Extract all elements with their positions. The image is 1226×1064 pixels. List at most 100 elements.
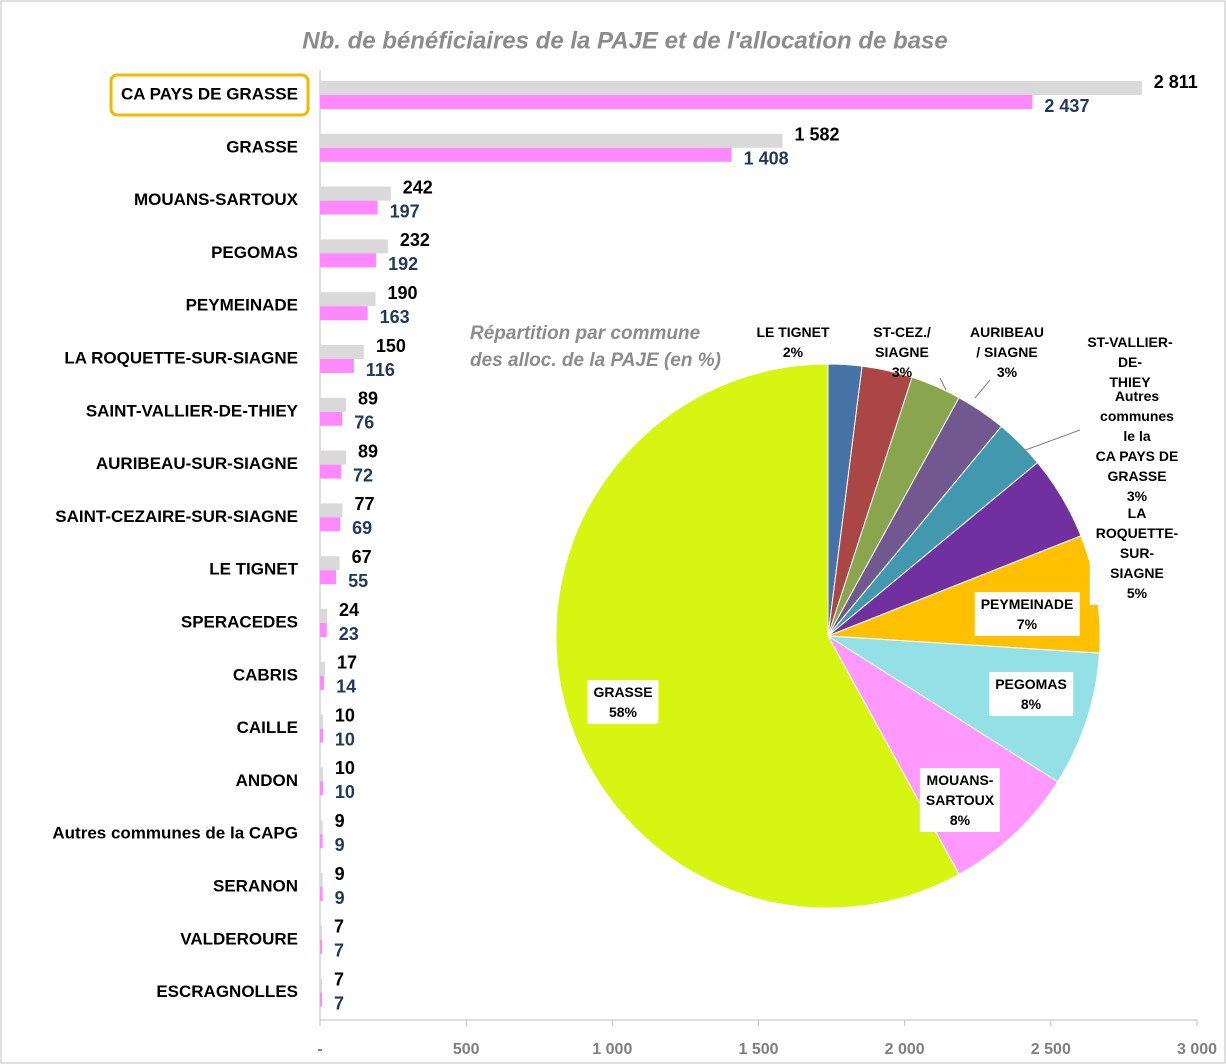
pie-label: PEGOMAS 8% bbox=[989, 672, 1073, 716]
bar bbox=[320, 939, 323, 954]
bar bbox=[320, 781, 323, 796]
category-label: AURIBEAU-SUR-SIAGNE bbox=[96, 454, 298, 473]
pie-label: GRASSE 58% bbox=[587, 680, 659, 724]
bar bbox=[320, 623, 327, 637]
bar bbox=[320, 873, 323, 887]
value-label: 10 bbox=[335, 782, 355, 802]
pie-label: MOUANS- SARTOUX 8% bbox=[919, 768, 1001, 832]
bar bbox=[320, 609, 328, 623]
category-label: VALDEROURE bbox=[180, 929, 298, 948]
bar bbox=[320, 253, 377, 268]
pie-title: Répartition par commune des alloc. de la… bbox=[470, 323, 721, 371]
bar bbox=[320, 503, 343, 518]
value-label: 67 bbox=[352, 547, 372, 567]
value-label: 2 437 bbox=[1044, 96, 1089, 116]
value-label: 89 bbox=[358, 441, 378, 461]
pie-label: ST-VALLIER-DE- THIEY bbox=[1082, 332, 1178, 392]
pie-label: ST-CEZ./ SIAGNE 3% bbox=[873, 322, 931, 382]
bar bbox=[320, 925, 323, 940]
category-label: CAILLE bbox=[237, 718, 298, 737]
value-label: 7 bbox=[334, 917, 344, 937]
pie-category: LA ROQUETTE- SUR-SIAGNE bbox=[1095, 505, 1179, 581]
bar bbox=[320, 728, 323, 743]
category-label: LE TIGNET bbox=[209, 560, 298, 579]
pie-value-label: 8% bbox=[949, 812, 971, 828]
bar bbox=[320, 359, 354, 373]
bar bbox=[320, 992, 323, 1007]
value-label: 9 bbox=[335, 835, 345, 855]
category-label: PEYMEINADE bbox=[186, 296, 298, 315]
value-label: 10 bbox=[335, 758, 355, 778]
value-label: 14 bbox=[336, 677, 356, 697]
value-label: 163 bbox=[380, 307, 410, 327]
chart-title: Nb. de bénéficiaires de la PAJE et de l'… bbox=[302, 27, 947, 54]
x-tick-label: - bbox=[317, 1041, 322, 1058]
pie-category: PEGOMAS bbox=[995, 676, 1067, 692]
value-label: 232 bbox=[400, 230, 430, 250]
category-label: SERANON bbox=[213, 876, 298, 895]
category-label: ANDON bbox=[236, 771, 298, 790]
x-tick-label: 3 000 bbox=[1177, 1041, 1217, 1058]
value-label: 197 bbox=[390, 201, 420, 221]
bar bbox=[320, 556, 340, 571]
x-tick-label: 1 000 bbox=[592, 1041, 632, 1058]
pie-value-label: 58% bbox=[608, 704, 638, 720]
pie-category: ST-CEZ./ SIAGNE bbox=[873, 324, 931, 360]
bar bbox=[320, 450, 347, 465]
pie-slice bbox=[555, 363, 960, 909]
value-label: 7 bbox=[334, 993, 344, 1013]
bar bbox=[320, 887, 323, 901]
value-label: 17 bbox=[337, 653, 357, 673]
bar bbox=[320, 133, 783, 148]
value-label: 10 bbox=[335, 729, 355, 749]
bar bbox=[320, 81, 1142, 95]
category-label: MOUANS-SARTOUX bbox=[134, 190, 299, 209]
value-label: 77 bbox=[355, 494, 375, 514]
bar bbox=[320, 834, 323, 849]
bar bbox=[320, 200, 378, 215]
category-label: SAINT-CEZAIRE-SUR-SIAGNE bbox=[55, 507, 298, 526]
value-label: 9 bbox=[335, 888, 345, 908]
bar bbox=[320, 767, 323, 782]
value-label: 9 bbox=[335, 811, 345, 831]
value-label: 55 bbox=[348, 571, 368, 591]
value-label: 23 bbox=[339, 624, 359, 644]
pie-category: MOUANS- SARTOUX bbox=[925, 772, 995, 808]
pie-label: LA ROQUETTE- SUR-SIAGNE 5% bbox=[1089, 501, 1185, 605]
highlight-box bbox=[109, 73, 310, 117]
category-label: LA ROQUETTE-SUR-SIAGNE bbox=[64, 348, 298, 367]
pie-value-label: 8% bbox=[1020, 696, 1042, 712]
pie-value-label: 3% bbox=[891, 364, 913, 380]
value-label: 190 bbox=[388, 283, 418, 303]
pie-category: ST-VALLIER-DE- THIEY bbox=[1087, 334, 1173, 390]
category-label: CA PAYS DE GRASSE bbox=[121, 84, 298, 103]
leader-line bbox=[939, 377, 947, 391]
category-label: CABRIS bbox=[233, 665, 298, 684]
bar bbox=[320, 239, 388, 254]
value-label: 69 bbox=[352, 518, 372, 538]
value-label: 9 bbox=[335, 864, 345, 884]
pie-value-label: 7% bbox=[1016, 616, 1038, 632]
pie-category: GRASSE bbox=[593, 684, 653, 700]
pie-label: AURIBEAU / SIAGNE 3% bbox=[970, 322, 1044, 382]
category-label: ESCRAGNOLLES bbox=[156, 982, 298, 1001]
value-label: 2 811 bbox=[1154, 72, 1198, 92]
value-label: 1 582 bbox=[794, 125, 839, 145]
bar bbox=[320, 675, 325, 690]
value-label: 1 408 bbox=[744, 149, 789, 169]
pie-category: PEYMEINADE bbox=[980, 596, 1074, 612]
pie-value-label: 5% bbox=[1126, 585, 1148, 601]
leader-line bbox=[974, 379, 991, 399]
x-tick-label: 2 500 bbox=[1031, 1041, 1071, 1058]
bar bbox=[320, 306, 368, 321]
bar bbox=[320, 820, 323, 835]
bar bbox=[320, 397, 347, 412]
leader-line bbox=[1019, 429, 1081, 453]
value-label: 10 bbox=[335, 705, 355, 725]
pie-slice bbox=[827, 635, 1059, 876]
bar bbox=[320, 978, 323, 993]
value-label: 116 bbox=[366, 360, 395, 380]
